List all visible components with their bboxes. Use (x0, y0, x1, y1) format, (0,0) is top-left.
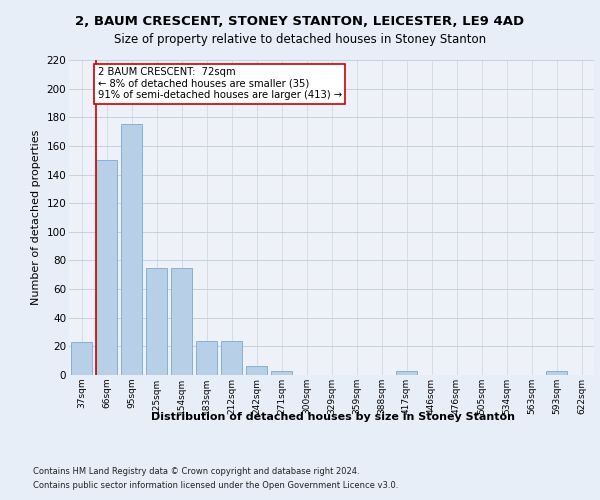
Text: Distribution of detached houses by size in Stoney Stanton: Distribution of detached houses by size … (151, 412, 515, 422)
Bar (396, 370, 417, 375)
Bar (271, 370, 292, 375)
Bar (71, 342, 92, 375)
Text: Size of property relative to detached houses in Stoney Stanton: Size of property relative to detached ho… (114, 32, 486, 46)
Text: Contains HM Land Registry data © Crown copyright and database right 2024.: Contains HM Land Registry data © Crown c… (33, 468, 359, 476)
Text: Contains public sector information licensed under the Open Government Licence v3: Contains public sector information licen… (33, 481, 398, 490)
Text: 2, BAUM CRESCENT, STONEY STANTON, LEICESTER, LE9 4AD: 2, BAUM CRESCENT, STONEY STANTON, LEICES… (76, 15, 524, 28)
Bar (546, 370, 567, 375)
Bar (221, 340, 242, 375)
Bar (121, 124, 142, 375)
Bar (96, 160, 117, 375)
Bar (146, 268, 167, 375)
Text: 2 BAUM CRESCENT:  72sqm
← 8% of detached houses are smaller (35)
91% of semi-det: 2 BAUM CRESCENT: 72sqm ← 8% of detached … (98, 67, 342, 100)
Bar (171, 268, 192, 375)
Y-axis label: Number of detached properties: Number of detached properties (31, 130, 41, 305)
Bar (196, 340, 217, 375)
Bar (246, 366, 267, 375)
